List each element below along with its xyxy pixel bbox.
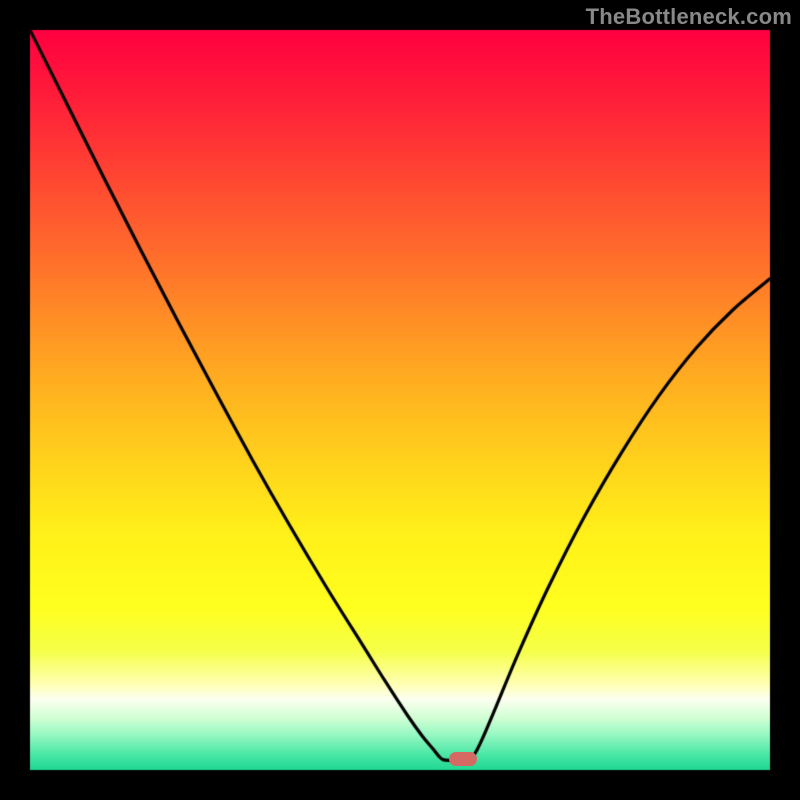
watermark-text: TheBottleneck.com	[586, 4, 792, 30]
optimal-point-marker	[449, 752, 477, 766]
bottleneck-line-chart	[0, 0, 800, 800]
chart-container: TheBottleneck.com	[0, 0, 800, 800]
